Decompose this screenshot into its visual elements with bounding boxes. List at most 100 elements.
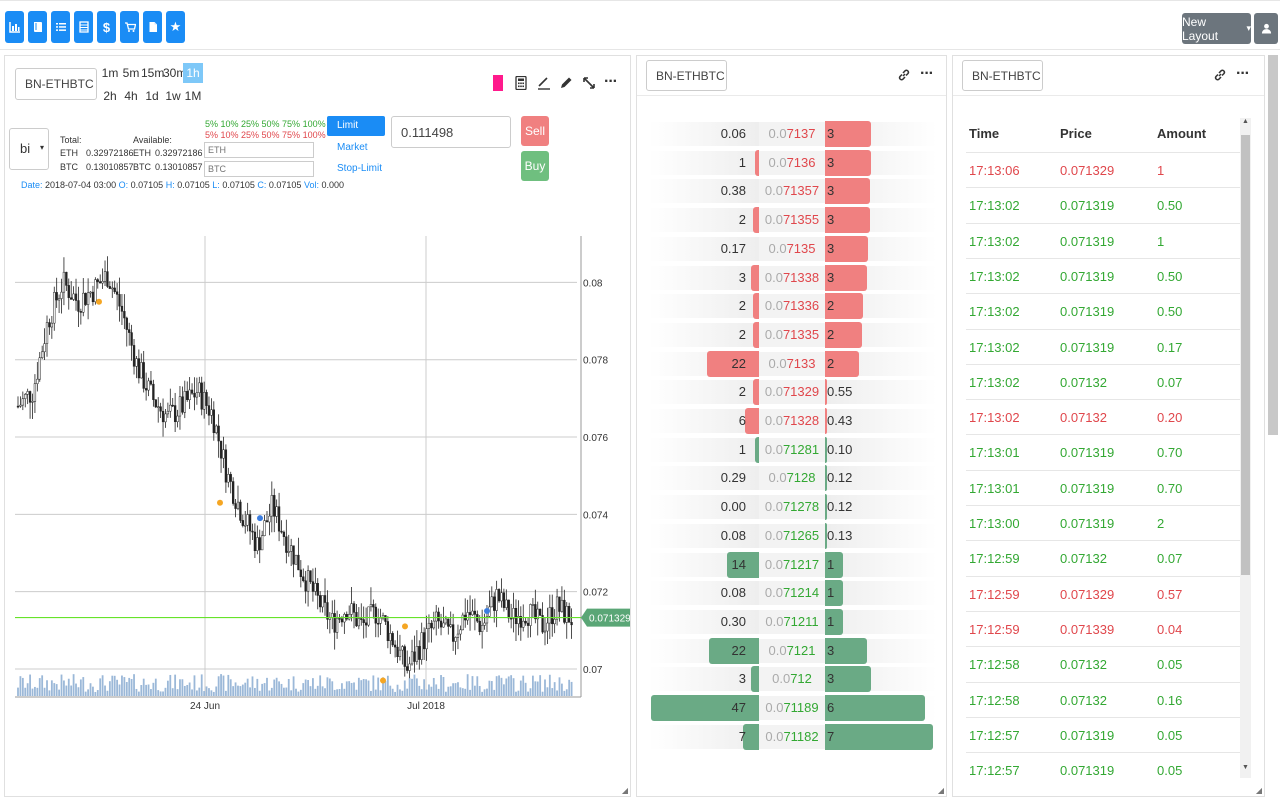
timeframe-15m[interactable]: 15m xyxy=(141,66,165,80)
orderbook-row[interactable]: 2 0.071335 2 xyxy=(649,321,937,349)
buy-percent-buttons[interactable]: 5% 10% 25% 50% 75% 100% xyxy=(205,119,326,129)
trades-scrollbar[interactable]: ▲ ▼ xyxy=(1240,118,1251,778)
timeframe-4h[interactable]: 4h xyxy=(124,89,138,103)
order-type-stop-limit[interactable]: Stop-Limit xyxy=(337,163,383,174)
orderbook-row[interactable]: 0.00 0.071278 0.12 xyxy=(649,493,937,521)
trade-row[interactable]: 17:13:01 0.071319 0.70 xyxy=(966,434,1240,469)
bar-chart-button[interactable] xyxy=(5,11,24,43)
orderbook-row[interactable]: 3 0.0712 3 xyxy=(649,665,937,693)
trades-symbol-input[interactable]: BN-ETHBTC xyxy=(962,60,1043,91)
trade-row[interactable]: 17:13:02 0.071319 0.50 xyxy=(966,293,1240,328)
link-icon[interactable] xyxy=(1213,68,1227,82)
trade-row[interactable]: 17:13:02 0.071319 1 xyxy=(966,222,1240,258)
pencil-icon[interactable] xyxy=(559,76,573,90)
draw-line-icon[interactable] xyxy=(537,76,551,90)
volume-bar xyxy=(299,689,302,696)
file-button[interactable] xyxy=(143,11,162,43)
orderbook-row[interactable]: 0.17 0.07135 3 xyxy=(649,235,937,263)
trade-row[interactable]: 17:12:59 0.071329 0.57 xyxy=(966,575,1240,611)
trade-row[interactable]: 17:13:02 0.071319 0.50 xyxy=(966,187,1240,222)
timeframe-1m[interactable]: 1m xyxy=(101,66,119,80)
orderbook-row[interactable]: 47 0.071189 6 xyxy=(649,694,937,722)
orderbook-row[interactable]: 0.38 0.071357 3 xyxy=(649,177,937,205)
price-digits: 71214 xyxy=(782,585,820,601)
orderbook-row[interactable]: 0.29 0.07128 0.12 xyxy=(649,464,937,492)
orderbook-row[interactable]: 0.08 0.071214 1 xyxy=(649,579,937,607)
timeframe-1h[interactable]: 1h xyxy=(183,63,203,83)
orderbook-row[interactable]: 0.30 0.071211 1 xyxy=(649,608,937,636)
orderbook-row[interactable]: 14 0.071217 1 xyxy=(649,551,937,579)
col-header-amount[interactable]: Amount xyxy=(1157,126,1207,141)
volume-bar xyxy=(440,675,442,696)
btc-amount-input[interactable] xyxy=(204,161,314,177)
orderbook-row[interactable]: 2 0.071355 3 xyxy=(649,206,937,234)
resize-grip-icon[interactable]: ◢ xyxy=(621,786,628,795)
user-button[interactable] xyxy=(1254,13,1278,44)
color-picker-swatch[interactable] xyxy=(493,75,503,91)
orderbook-row[interactable]: 3 0.071338 3 xyxy=(649,264,937,292)
trade-row[interactable]: 17:12:59 0.071339 0.04 xyxy=(966,610,1240,646)
orderbook-row[interactable]: 22 0.07133 2 xyxy=(649,350,937,378)
table-button[interactable] xyxy=(74,11,93,43)
eth-amount-input[interactable] xyxy=(204,142,314,158)
more-options-icon[interactable]: ··· xyxy=(1236,65,1250,82)
expand-icon[interactable] xyxy=(582,76,596,90)
new-layout-button[interactable]: New Layout ▾ xyxy=(1182,13,1251,44)
orderbook-row[interactable]: 22 0.07121 3 xyxy=(649,637,937,665)
timeframe-5m[interactable]: 5m xyxy=(122,66,140,80)
timeframe-1M[interactable]: 1M xyxy=(184,89,202,103)
orderbook-row[interactable]: 0.08 0.071265 0.13 xyxy=(649,522,937,550)
trade-row[interactable]: 17:12:57 0.071319 0.05 xyxy=(966,752,1240,787)
dollar-button[interactable]: $ xyxy=(97,11,116,43)
page-scrollbar-thumb[interactable] xyxy=(1268,55,1278,435)
timeframe-1w[interactable]: 1w xyxy=(165,89,181,103)
orderbook-row[interactable]: 0.06 0.07137 3 xyxy=(649,120,937,148)
trade-row[interactable]: 17:13:06 0.071329 1 xyxy=(966,152,1240,187)
trade-row[interactable]: 17:13:02 0.071319 0.17 xyxy=(966,328,1240,364)
trade-row[interactable]: 17:12:58 0.07132 0.05 xyxy=(966,646,1240,681)
order-type-limit[interactable]: Limit xyxy=(327,116,385,136)
price-chart[interactable]: 0.08 0.078 0.076 0.074 0.072 0.07 24 Jun Jul 20… xyxy=(5,181,630,793)
scrollbar-thumb[interactable] xyxy=(1241,135,1250,575)
more-options-icon[interactable]: ··· xyxy=(604,73,618,90)
price-input[interactable]: 0.111498 xyxy=(391,116,511,148)
link-icon[interactable] xyxy=(897,68,911,82)
scroll-down-icon[interactable]: ▼ xyxy=(1242,764,1249,771)
favorites-button[interactable]: ★ xyxy=(166,11,185,43)
trade-row[interactable]: 17:13:02 0.071319 0.50 xyxy=(966,257,1240,293)
orderbook-button[interactable] xyxy=(28,11,47,43)
orderbook-row[interactable]: 1 0.07136 3 xyxy=(649,149,937,177)
trade-row[interactable]: 17:13:00 0.071319 2 xyxy=(966,505,1240,540)
sell-button[interactable]: Sell xyxy=(521,116,549,146)
timeframe-30m[interactable]: 30m xyxy=(163,66,187,80)
trade-row[interactable]: 17:12:57 0.071319 0.05 xyxy=(966,716,1240,752)
col-header-time[interactable]: Time xyxy=(969,126,1000,141)
trades-panel: BN-ETHBTC ··· Time Price Amount 17:13:06… xyxy=(952,55,1265,797)
trade-row[interactable]: 17:12:59 0.07132 0.07 xyxy=(966,540,1240,575)
chart-symbol-input[interactable]: BN-ETHBTC xyxy=(15,68,97,100)
trade-row[interactable]: 17:12:58 0.07132 0.16 xyxy=(966,681,1240,717)
trade-row[interactable]: 17:13:02 0.07132 0.20 xyxy=(966,399,1240,434)
timeframe-2h[interactable]: 2h xyxy=(103,89,117,103)
order-type-market[interactable]: Market xyxy=(337,142,368,153)
list-button[interactable] xyxy=(51,11,70,43)
resize-grip-icon[interactable]: ◢ xyxy=(937,786,944,795)
calculator-icon[interactable] xyxy=(515,76,527,90)
col-header-price[interactable]: Price xyxy=(1060,126,1092,141)
orderbook-row[interactable]: 2 0.071329 0.55 xyxy=(649,378,937,406)
exchange-select[interactable]: bi ▾ xyxy=(9,128,49,170)
orderbook-row[interactable]: 7 0.071182 7 xyxy=(649,723,937,751)
scroll-up-icon[interactable]: ▲ xyxy=(1242,118,1249,125)
sell-percent-buttons[interactable]: 5% 10% 25% 50% 75% 100% xyxy=(205,130,326,140)
timeframe-1d[interactable]: 1d xyxy=(145,89,159,103)
cart-button[interactable] xyxy=(120,11,139,43)
orderbook-row[interactable]: 6 0.071328 0.43 xyxy=(649,407,937,435)
trade-row[interactable]: 17:13:02 0.07132 0.07 xyxy=(966,363,1240,399)
orderbook-symbol-input[interactable]: BN-ETHBTC xyxy=(646,60,727,91)
orderbook-row[interactable]: 1 0.071281 0.10 xyxy=(649,436,937,464)
trade-row[interactable]: 17:13:01 0.071319 0.70 xyxy=(966,469,1240,505)
more-options-icon[interactable]: ··· xyxy=(920,65,934,82)
buy-button[interactable]: Buy xyxy=(521,151,549,181)
orderbook-row[interactable]: 2 0.071336 2 xyxy=(649,292,937,320)
resize-grip-icon[interactable]: ◢ xyxy=(1255,786,1262,795)
